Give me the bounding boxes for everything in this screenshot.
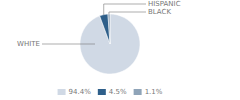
legend-swatch bbox=[58, 89, 66, 95]
pie-slice bbox=[108, 14, 110, 44]
pie-slice bbox=[100, 14, 110, 44]
legend-item: 4.5% bbox=[98, 88, 127, 96]
leader-line bbox=[109, 12, 146, 14]
chart: WHITE HISPANICBLACK 94.4% 4.5% 1.1% bbox=[0, 0, 240, 100]
slice-label: HISPANIC bbox=[148, 0, 181, 8]
legend-swatch bbox=[98, 89, 106, 95]
legend-item: 94.4% bbox=[58, 88, 92, 96]
legend-swatch bbox=[134, 89, 142, 95]
leader-line bbox=[104, 4, 146, 15]
legend-label: 1.1% bbox=[145, 88, 163, 96]
legend-label: 4.5% bbox=[109, 88, 127, 96]
legend: 94.4% 4.5% 1.1% bbox=[58, 88, 163, 96]
slice-label: BLACK bbox=[148, 8, 171, 16]
annotations: WHITE HISPANICBLACK bbox=[17, 0, 181, 48]
legend-item: 1.1% bbox=[134, 88, 163, 96]
leader-line bbox=[42, 44, 95, 45]
slice-label: WHITE bbox=[17, 40, 40, 48]
legend-label: 94.4% bbox=[69, 88, 92, 96]
